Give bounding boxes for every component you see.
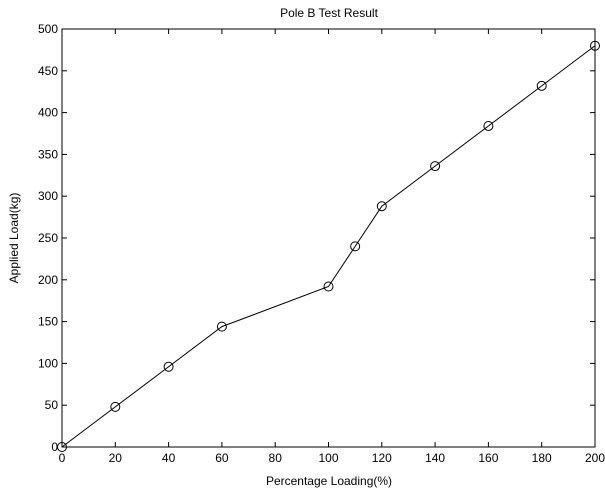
x-tick-label: 100 [318,451,338,465]
series-line [61,45,596,448]
x-axis-ticks: 0 20 40 60 80 100 120 140 160 180 200 [59,29,605,465]
data-point [590,40,600,51]
x-tick-label: 80 [269,451,283,465]
plot-area [61,28,596,448]
data-point [216,321,227,332]
chart-title: Pole B Test Result [280,6,378,20]
series-layer [57,40,600,452]
x-tick-label: 20 [109,451,123,465]
y-axis-label: Applied Load(kg) [7,193,21,284]
x-tick-label: 60 [215,451,229,465]
data-point [110,401,121,412]
y-tick-label: 0 [51,440,58,454]
x-tick-label: 40 [162,451,176,465]
data-point [350,241,361,252]
y-tick-label: 300 [38,189,58,203]
y-tick-label: 250 [38,231,58,245]
x-tick-label: 120 [372,451,392,465]
y-tick-label: 350 [38,147,58,161]
data-point [376,201,387,212]
y-tick-label: 150 [38,315,58,329]
y-tick-label: 500 [38,22,58,36]
x-tick-label: 180 [532,451,552,465]
data-point [57,442,67,452]
x-tick-label: 0 [59,451,66,465]
data-point [536,80,547,91]
data-point [163,361,174,372]
x-tick-label: 140 [425,451,445,465]
x-axis-label: Percentage Loading(%) [266,474,392,488]
y-tick-label: 200 [38,273,58,287]
data-point [430,161,441,172]
data-point [483,120,494,131]
y-tick-label: 400 [38,106,58,120]
y-tick-label: 100 [38,356,58,370]
y-tick-label: 450 [38,64,58,78]
x-tick-label: 200 [585,451,605,465]
data-point [323,281,334,292]
y-tick-label: 50 [45,398,59,412]
x-tick-label: 160 [478,451,498,465]
y-axis-ticks: 0 50 100 150 200 250 300 350 400 450 500 [38,22,595,454]
